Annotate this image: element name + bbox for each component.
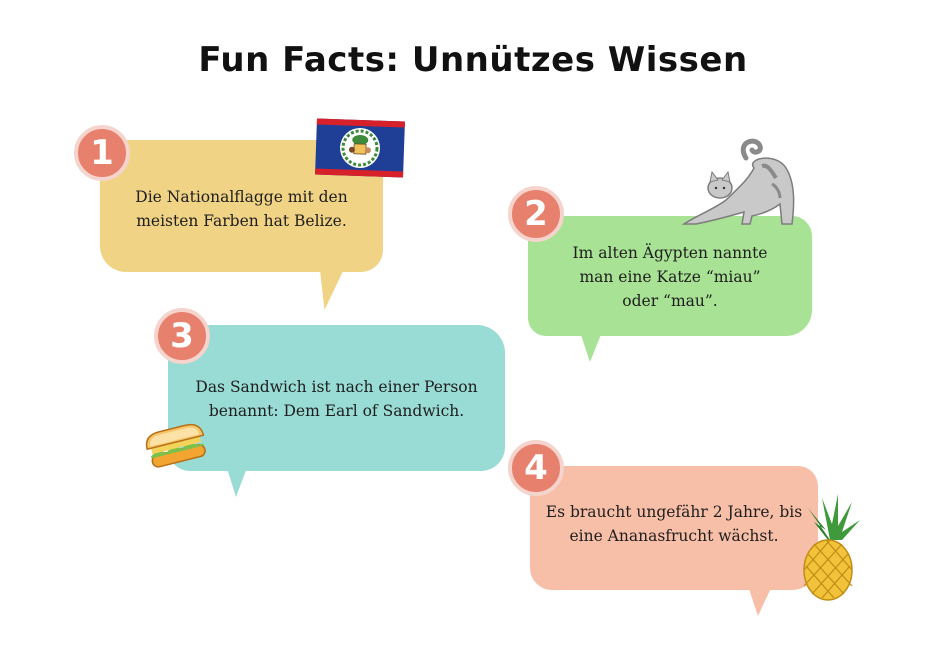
fact-bubble-2: Im alten Ägypten nannte man eine Katze “… (528, 216, 812, 362)
fact-line: Die Nationalflagge mit den (135, 188, 348, 206)
fact-line: meisten Farben hat Belize. (136, 212, 347, 230)
fact-text-3: Das Sandwich ist nach einer Person benan… (168, 375, 505, 423)
fact-bubble-3: Das Sandwich ist nach einer Person benan… (168, 325, 505, 497)
sandwich-icon (145, 423, 206, 468)
fact-line: Es braucht ungefähr 2 Jahre, bis (545, 503, 803, 521)
fact-line: man eine Katze “miau” (579, 268, 761, 286)
bubble-tail (748, 586, 772, 616)
bubble-tail (226, 465, 248, 497)
cat-icon (681, 138, 795, 225)
fact-line: benannt: Dem Earl of Sandwich. (208, 402, 465, 420)
belize-flag-icon (315, 118, 405, 178)
page-title: Fun Facts: Unnützes Wissen (198, 40, 748, 80)
number-badge-4: 4 (508, 440, 564, 496)
fact-text-4: Es braucht ungefähr 2 Jahre, bis eine An… (530, 500, 818, 548)
fact-text-2: Im alten Ägypten nannte man eine Katze “… (528, 241, 812, 313)
number-badge-2: 2 (508, 186, 564, 242)
bubble-body (530, 466, 818, 590)
number-badge-1: 1 (74, 125, 130, 181)
bubble-tail (308, 266, 346, 310)
fact-bubble-4: Es braucht ungefähr 2 Jahre, bis eine An… (530, 466, 818, 616)
fact-line: Das Sandwich ist nach einer Person (195, 378, 478, 396)
fact-line: eine Ananasfrucht wächst. (569, 527, 779, 545)
fact-line: oder “mau”. (622, 292, 718, 310)
bubble-body (168, 325, 505, 471)
pineapple-icon (803, 494, 860, 601)
bubble-body (528, 216, 812, 336)
bubble-tail (580, 332, 602, 362)
fact-line: Im alten Ägypten nannte (572, 244, 768, 262)
fact-text-1: Die Nationalflagge mit den meisten Farbe… (100, 185, 383, 233)
number-badge-3: 3 (154, 308, 210, 364)
